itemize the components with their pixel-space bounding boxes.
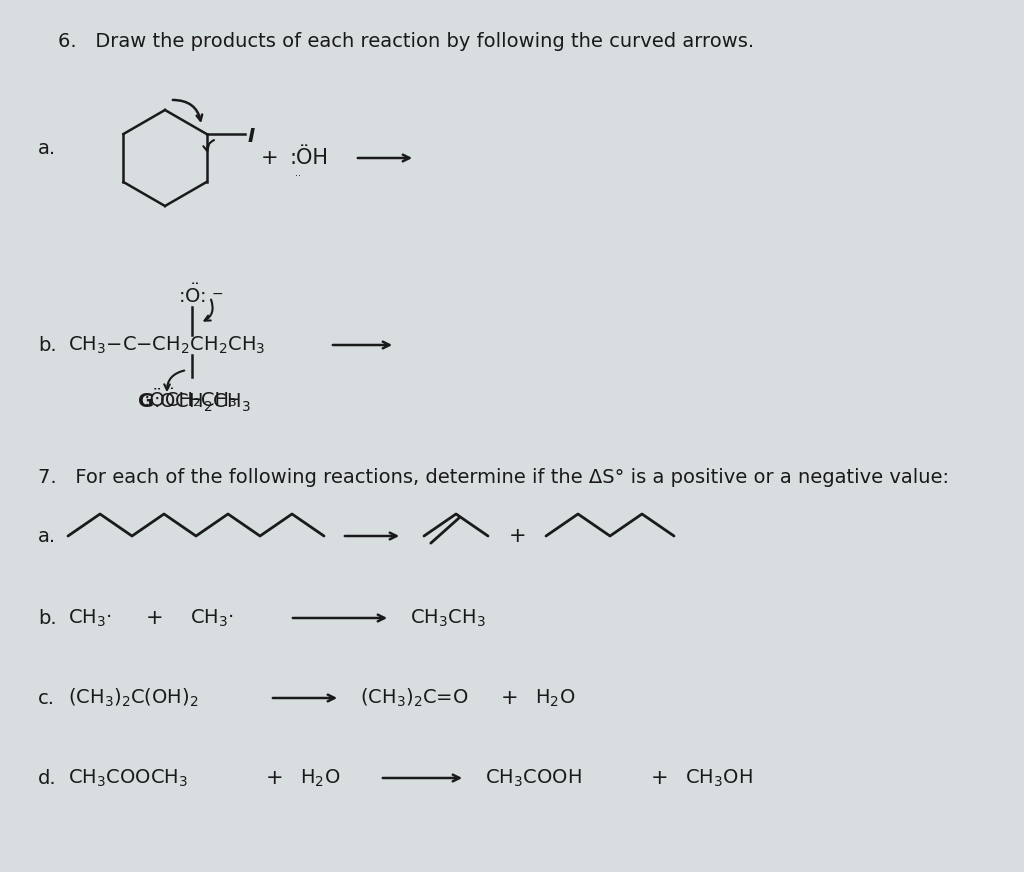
Text: CH$_3$·: CH$_3$· (68, 608, 112, 629)
Text: −: − (212, 287, 223, 301)
Text: 7.   For each of the following reactions, determine if the ΔS° is a positive or : 7. For each of the following reactions, … (38, 468, 949, 487)
Text: CH$_3$CH$_3$: CH$_3$CH$_3$ (410, 608, 485, 629)
Text: +: + (146, 608, 164, 628)
Text: +: + (261, 148, 279, 168)
Text: c.: c. (38, 689, 55, 707)
Text: d.: d. (38, 768, 56, 787)
Text: H$_2$O: H$_2$O (300, 767, 340, 788)
Text: :$\ddot{\rm O}$:: :$\ddot{\rm O}$: (178, 283, 206, 307)
Text: CH$_3$−C−CH$_2$CH$_2$CH$_3$: CH$_3$−C−CH$_2$CH$_2$CH$_3$ (68, 334, 265, 356)
Text: H$_2$O: H$_2$O (535, 687, 575, 709)
Text: CH$_3$COOCH$_3$: CH$_3$COOCH$_3$ (68, 767, 188, 788)
Text: a.: a. (38, 527, 56, 546)
Text: (CH$_3$)$_2$C(OH)$_2$: (CH$_3$)$_2$C(OH)$_2$ (68, 687, 199, 709)
Text: ··: ·· (295, 171, 301, 181)
Text: b.: b. (38, 336, 56, 355)
Text: (CH$_3$)$_2$C=O: (CH$_3$)$_2$C=O (360, 687, 469, 709)
Text: +: + (501, 688, 519, 708)
Text: b.: b. (38, 609, 56, 628)
Text: :ÖCH₂CH₃: :ÖCH₂CH₃ (144, 391, 238, 410)
Text: +: + (509, 526, 526, 546)
Text: 6.   Draw the products of each reaction by following the curved arrows.: 6. Draw the products of each reaction by… (58, 32, 754, 51)
Text: I: I (248, 126, 255, 146)
Text: CH$_3$·: CH$_3$· (190, 608, 233, 629)
Text: CH$_3$OH: CH$_3$OH (685, 767, 753, 788)
Text: $\mathbf{G}$:$\ddot{\rm O}$CH$_2$CH$_3$: $\mathbf{G}$:$\ddot{\rm O}$CH$_2$CH$_3$ (137, 386, 251, 413)
Text: +: + (651, 768, 669, 788)
Text: a.: a. (38, 139, 56, 158)
Text: +: + (266, 768, 284, 788)
Text: CH$_3$COOH: CH$_3$COOH (485, 767, 582, 788)
Text: :ÖH: :ÖH (290, 148, 329, 168)
